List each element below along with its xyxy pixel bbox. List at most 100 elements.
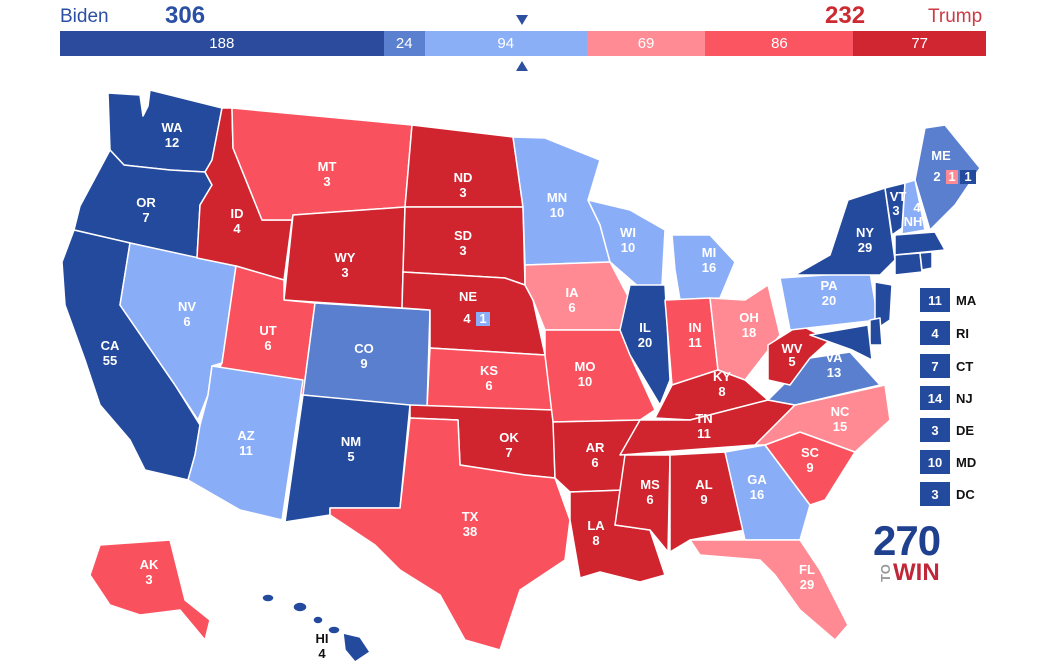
me-district-ev-d: 1 (964, 169, 971, 184)
state-nh[interactable] (901, 179, 926, 235)
ev-va: 13 (827, 365, 841, 380)
ev-sc: 9 (806, 460, 813, 475)
state-hi[interactable] (261, 593, 371, 663)
ev-ut: 6 (264, 338, 271, 353)
label-ar: AR (586, 440, 605, 455)
tally-safe-r[interactable]: 77 (853, 31, 986, 56)
label-nm: NM (341, 434, 361, 449)
box-nj-label: NJ (956, 391, 973, 406)
tally-lean-d[interactable]: 94 (424, 31, 587, 56)
me-district-box-r[interactable] (946, 170, 958, 184)
box-ct[interactable] (920, 354, 950, 378)
label-nd: ND (454, 170, 473, 185)
tally-lean-r[interactable]: 69 (586, 31, 706, 56)
label-va: VA (825, 350, 843, 365)
tally-likely-d[interactable]: 24 (383, 31, 425, 56)
tally-likely-r[interactable]: 86 (705, 31, 854, 56)
box-nj[interactable] (920, 386, 950, 410)
logo-win: WIN (893, 559, 940, 586)
box-ma[interactable] (920, 288, 950, 312)
label-mt: MT (318, 159, 337, 174)
270towin-logo[interactable]: 270 TO WIN (873, 517, 941, 586)
ev-ia: 6 (568, 300, 575, 315)
box-ri[interactable] (920, 321, 950, 345)
ev-sd: 3 (459, 243, 466, 258)
state-fl[interactable] (689, 539, 849, 641)
ev-ks: 6 (485, 378, 492, 393)
label-ms: MS (640, 477, 660, 492)
state-ms[interactable] (614, 454, 671, 553)
label-tx: TX (462, 509, 479, 524)
box-md-label: MD (956, 455, 976, 470)
box-md-ev: 10 (928, 455, 942, 470)
state-ny[interactable] (794, 187, 896, 276)
state-de[interactable] (869, 317, 883, 346)
state-ga[interactable] (724, 444, 811, 541)
biden-electoral-votes: 306 (165, 2, 206, 29)
state-md[interactable] (809, 324, 873, 361)
state-az[interactable] (187, 365, 304, 521)
ev-nv: 6 (183, 314, 190, 329)
box-dc-ev: 3 (931, 487, 938, 502)
state-il[interactable] (619, 284, 671, 406)
ev-la: 8 (592, 533, 599, 548)
ev-nh: 4 (913, 200, 921, 215)
box-ri-ev: 4 (931, 326, 939, 341)
label-me: ME (931, 148, 951, 163)
box-de-label: DE (956, 423, 974, 438)
label-tn: TN (695, 411, 712, 426)
ev-il: 20 (638, 335, 652, 350)
state-al[interactable] (669, 451, 746, 553)
ev-mn: 10 (550, 205, 564, 220)
ev-in: 11 (688, 335, 702, 350)
label-sd: SD (454, 228, 472, 243)
ev-al: 9 (700, 492, 707, 507)
ev-mt: 3 (323, 174, 330, 189)
me-district-box-d[interactable] (960, 170, 976, 184)
label-pa: PA (820, 278, 838, 293)
label-wy: WY (335, 250, 356, 265)
state-ak[interactable] (89, 539, 211, 641)
state-ct[interactable] (894, 252, 923, 276)
label-or: OR (136, 195, 156, 210)
label-ne: NE (459, 289, 477, 304)
box-nj-ev: 14 (928, 391, 943, 406)
label-nh: NH (904, 214, 923, 229)
box-ri-label: RI (956, 326, 969, 341)
label-wv: WV (782, 341, 803, 356)
trump-electoral-votes: 232 (825, 2, 866, 29)
ev-ar: 6 (591, 455, 598, 470)
ne-district-ev: 1 (479, 311, 486, 326)
label-az: AZ (237, 428, 254, 443)
label-nc: NC (831, 404, 850, 419)
state-ma[interactable] (894, 231, 946, 256)
ev-wv: 5 (788, 354, 795, 369)
label-wi: WI (620, 225, 636, 240)
box-dc[interactable] (920, 482, 950, 506)
ev-nm: 5 (347, 449, 354, 464)
label-id: ID (231, 206, 244, 221)
box-de[interactable] (920, 418, 950, 442)
ev-hi: 4 (318, 646, 326, 661)
ne-district-box[interactable] (476, 312, 490, 326)
label-ut: UT (259, 323, 276, 338)
me-district-ev-r: 1 (948, 169, 955, 184)
label-ks: KS (480, 363, 498, 378)
ev-ak: 3 (145, 572, 152, 587)
state-tx[interactable] (329, 417, 571, 651)
label-ny: NY (856, 225, 874, 240)
ev-ny: 29 (858, 240, 872, 255)
tally-safe-d[interactable]: 188 (60, 31, 384, 56)
label-ak: AK (140, 557, 159, 572)
box-md[interactable] (920, 450, 950, 474)
label-vt: VT (890, 189, 907, 204)
ev-or: 7 (142, 210, 149, 225)
ev-me: 2 (933, 169, 940, 184)
ev-ga: 16 (750, 487, 764, 502)
ev-wa: 12 (165, 135, 179, 150)
ev-ca: 55 (103, 353, 117, 368)
ev-pa: 20 (822, 293, 836, 308)
state-ri[interactable] (919, 251, 933, 271)
label-mo: MO (575, 359, 596, 374)
